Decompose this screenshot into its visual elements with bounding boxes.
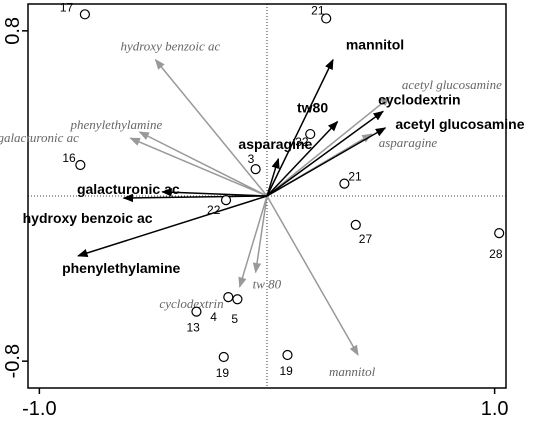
sample-point-13 [191,306,202,317]
black-arrows: mannitol cyclodextrin tw80 acetyl glucosami… [23,37,525,276]
gray-arrows: acetyl glucosamine asparagine hydroxy benz… [0,39,502,379]
gray-arrow-label-phenylethylamine: phenylethylamine [70,117,163,132]
sample-point-label: 16 [62,151,76,165]
sample-point-label: 28 [489,247,503,261]
sample-point-label: 22 [207,203,221,217]
gray-arrow-label-acetyl-glucosamine: acetyl glucosamine [402,77,502,92]
black-arrow-label-asparagine: asparagine [238,136,312,152]
x-tick-label: -1.0 [22,398,56,420]
sample-point-5 [232,294,243,305]
sample-point-19 [218,351,229,363]
black-arrow-tw80 [266,120,339,197]
sample-point-17 [79,9,91,20]
sample-point-4 [223,292,234,303]
black-arrow-acetyl-glucosamine [266,127,387,197]
sample-point-label: 5 [231,312,238,326]
sample-point-3 [250,164,261,175]
gray-arrow-label-cyclodextrin: cyclodextrin [159,296,223,311]
black-arrow-label-galacturonic-ac: galacturonic ac [77,181,180,197]
sample-point-19 [282,349,293,361]
gray-arrow-galacturonic-ac [129,137,268,197]
gray-arrow-phenylethylamine [138,131,268,197]
black-arrow-label-hydroxy-benzoic-ac: hydroxy benzoic ac [23,210,153,226]
sample-point-label: 19 [216,366,230,380]
sample-point-16 [75,159,86,171]
gray-arrow-label-asparagine: asparagine [379,135,438,150]
gray-arrow-tw-80 [252,195,268,274]
sample-point-21 [321,13,332,24]
black-arrow-mannitol [266,58,334,197]
sample-point-label: 21 [348,170,362,184]
gray-arrow-label-galacturonic-ac: galacturonic ac [0,130,79,145]
gray-arrow-hydroxy-benzoic-ac [154,58,268,197]
black-arrow-label-cyclodextrin: cyclodextrin [378,91,460,107]
black-arrow-label-tw80: tw80 [297,100,328,116]
gray-arrow-label-tw-80: tw 80 [253,276,282,291]
black-arrow-label-mannitol: mannitol [346,37,404,53]
sample-point-28 [494,228,505,239]
sample-point-21 [339,178,350,189]
x-tick-label: 1.0 [481,398,509,420]
sample-point-label: 19 [279,364,293,378]
black-arrow-hydroxy-benzoic-ac [122,193,268,203]
sample-point-label: 32 [295,135,309,149]
sample-point-label: 3 [248,152,255,166]
sample-point-22 [220,195,232,206]
sample-points: 173421163322122272845131919 [60,0,505,380]
sample-point-32 [305,128,316,140]
gray-arrow-label-mannitol: mannitol [329,364,376,379]
axis-ticks: -1.0 1.0 0.8 -0.8 [2,17,509,420]
gray-arrow-acetyl-glucosamine [266,96,391,197]
y-tick-label: -0.8 [2,344,24,378]
black-arrow-label-phenylethylamine: phenylethylamine [62,260,180,276]
gray-arrow-label-hydroxy-benzoic-ac: hydroxy benzoic ac [120,39,220,54]
sample-point-label: 17 [60,0,74,14]
black-arrow-asparagine [266,157,280,197]
black-arrow-cyclodextrin [266,110,384,197]
sample-point-label: 27 [359,232,373,246]
sample-point-label: 21 [311,3,325,17]
black-arrow-galacturonic-ac [161,188,268,197]
black-arrow-label-acetyl-glucosamine: acetyl glucosamine [395,116,524,132]
sample-point-label: 13 [186,321,200,335]
black-arrow-phenylethylamine [77,195,268,258]
sample-point-27 [350,219,361,231]
gray-arrow-cyclodextrin [238,195,268,288]
y-tick-label: 0.8 [2,17,24,45]
gray-arrow-mannitol [266,195,359,356]
sample-point-label: 4 [210,310,217,324]
